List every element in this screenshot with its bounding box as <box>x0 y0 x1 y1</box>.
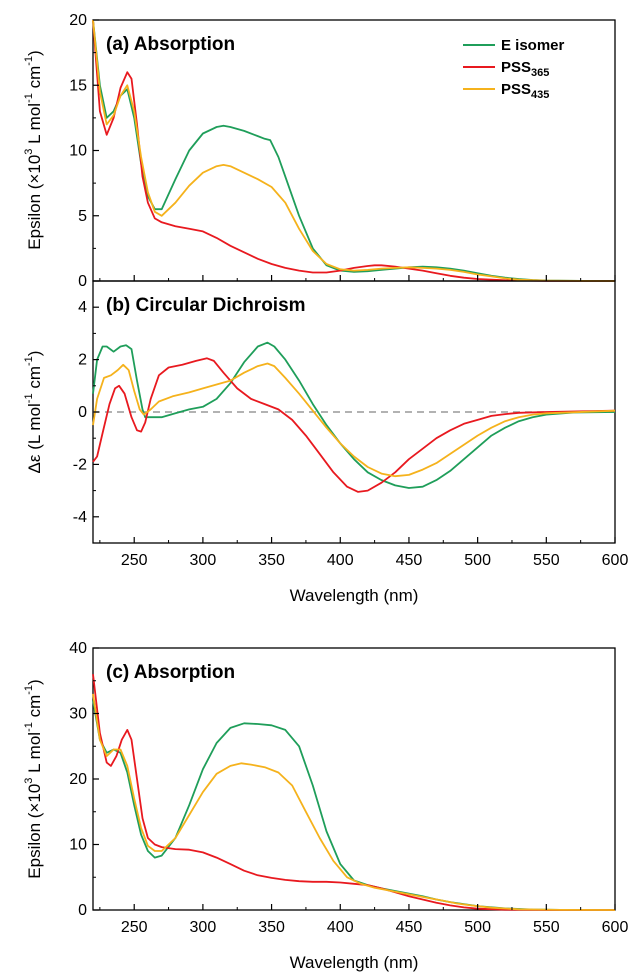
y-tick-label: 10 <box>69 143 87 160</box>
y-tick-label: 40 <box>69 640 87 657</box>
y-tick-label: 15 <box>69 77 87 94</box>
x-tick-label: 400 <box>327 919 354 936</box>
legend-label-e-isomer: E isomer <box>501 37 565 54</box>
panel-a-x-axis <box>99 275 616 281</box>
x-tick-label: 300 <box>190 919 217 936</box>
panel-b-series <box>92 341 616 493</box>
x-tick-label: 500 <box>464 552 491 569</box>
panel-c-series <box>92 674 616 911</box>
panel-c-title: (c) Absorption <box>106 662 235 683</box>
panel-a-frame <box>92 19 616 282</box>
y-tick-label: 4 <box>78 299 87 316</box>
y-tick-label: 2 <box>78 352 87 369</box>
x-tick-label: 350 <box>258 552 285 569</box>
y-tick-label: 20 <box>69 771 87 788</box>
x-tick-label: 550 <box>533 552 560 569</box>
y-tick-label: -4 <box>73 509 87 526</box>
legend: E isomer PSS365 PSS435 <box>463 37 565 101</box>
legend-item-e-isomer: E isomer <box>463 37 565 54</box>
panel-b-title: (b) Circular Dichroism <box>106 295 306 316</box>
panel-b-y-axis: -4 -2 0 2 4 <box>73 280 99 544</box>
panel-c-y-axis: 0 10 20 30 40 <box>69 640 99 919</box>
panel-a-y-axis: 0 5 10 15 20 <box>69 12 99 290</box>
x-tick-label: 400 <box>327 552 354 569</box>
y-tick-label: -2 <box>73 456 87 473</box>
panel-c-absorption: 0 10 20 30 40 250 300 350 400 450 500 550 600 (c) A… <box>23 640 628 972</box>
panel-a-series <box>92 19 616 282</box>
x-tick-label: 250 <box>121 552 148 569</box>
y-tick-label: 10 <box>69 837 87 854</box>
legend-item-pss435: PSS435 <box>463 81 549 101</box>
x-tick-label: 300 <box>190 552 217 569</box>
panel-a-absorption: 0 5 10 15 20 (a) Absorption Epsilon (×103 L … <box>23 12 616 290</box>
y-tick-label: 20 <box>69 12 87 29</box>
panel-a-title: (a) Absorption <box>106 34 235 55</box>
panel-a-y-label: Epsilon (×103 L mol-1 cm-1) <box>23 50 44 249</box>
x-tick-label: 450 <box>396 552 423 569</box>
y-tick-label: 30 <box>69 706 87 723</box>
panel-b-x-axis: 250 300 350 400 450 500 550 600 <box>99 537 629 569</box>
series-line-e-isomer <box>92 700 616 911</box>
series-line-e-isomer <box>92 19 616 282</box>
y-tick-label: 0 <box>78 404 87 421</box>
panel-b-y-label: Δε (L mol-1 cm-1) <box>23 351 44 474</box>
legend-label-pss365: PSS365 <box>501 59 549 79</box>
x-tick-label: 450 <box>396 919 423 936</box>
series-line-pss435 <box>92 362 616 478</box>
y-tick-label: 0 <box>78 273 87 290</box>
panel-b-circular-dichroism: -4 -2 0 2 4 250 300 350 400 450 500 550 600 (b) Cir… <box>23 280 629 605</box>
series-line-e-isomer <box>92 341 616 489</box>
y-tick-label: 0 <box>78 902 87 919</box>
panel-c-x-axis: 250 300 350 400 450 500 550 600 <box>99 904 629 936</box>
x-tick-label: 550 <box>533 919 560 936</box>
panel-c-x-label: Wavelength (nm) <box>290 953 419 972</box>
y-tick-label: 5 <box>78 208 87 225</box>
series-line-pss435 <box>92 19 616 282</box>
legend-label-pss435: PSS435 <box>501 81 549 101</box>
series-line-pss365 <box>92 19 616 282</box>
series-line-pss435 <box>92 693 616 911</box>
panel-b-x-label: Wavelength (nm) <box>290 586 419 605</box>
x-tick-label: 600 <box>602 552 629 569</box>
legend-item-pss365: PSS365 <box>463 59 549 79</box>
series-line-pss365 <box>92 674 615 911</box>
series-line-pss365 <box>92 357 616 493</box>
panel-c-frame <box>92 647 616 911</box>
x-tick-label: 250 <box>121 919 148 936</box>
x-tick-label: 600 <box>602 919 629 936</box>
x-tick-label: 350 <box>258 919 285 936</box>
panel-c-y-label: Epsilon (×103 L mol-1 cm-1) <box>23 679 44 878</box>
x-tick-label: 500 <box>464 919 491 936</box>
